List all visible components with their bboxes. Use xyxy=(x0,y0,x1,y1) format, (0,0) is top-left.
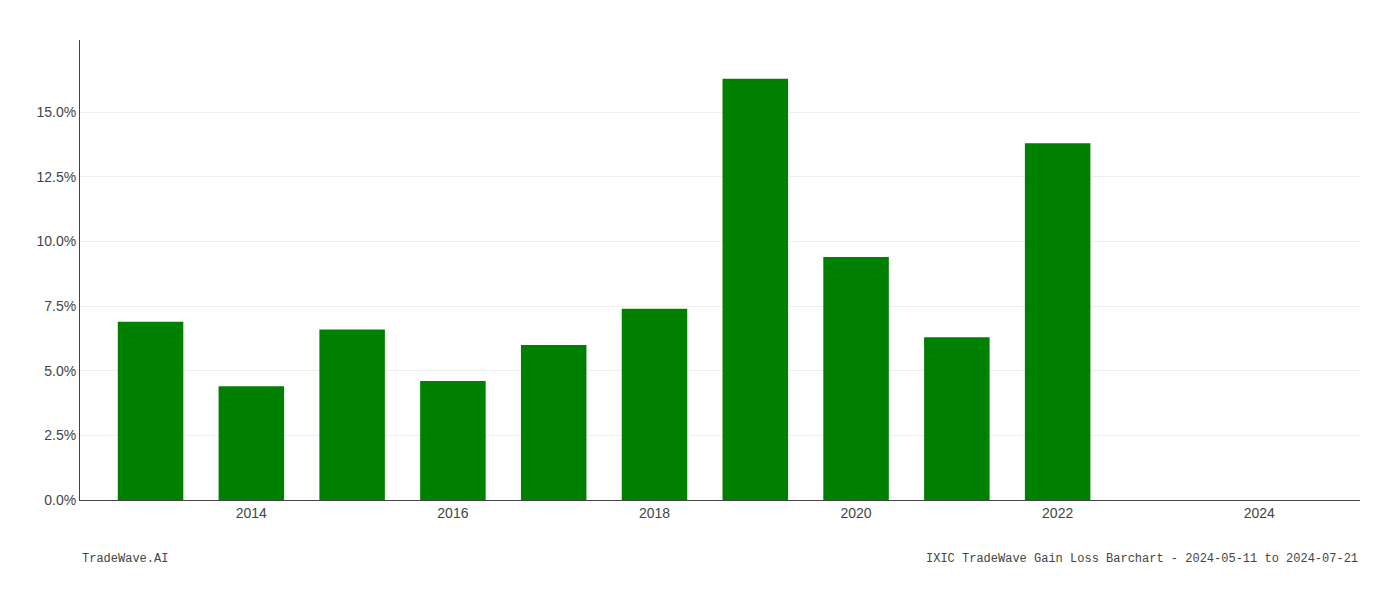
svg-text:IXIC TradeWave Gain Loss Barch: IXIC TradeWave Gain Loss Barchart - 2024… xyxy=(926,552,1358,566)
svg-text:10.0%: 10.0% xyxy=(36,233,76,249)
svg-text:2014: 2014 xyxy=(236,505,267,521)
svg-text:2024: 2024 xyxy=(1244,505,1275,521)
svg-text:7.5%: 7.5% xyxy=(44,298,76,314)
svg-text:15.0%: 15.0% xyxy=(36,104,76,120)
svg-text:2022: 2022 xyxy=(1042,505,1073,521)
svg-text:2.5%: 2.5% xyxy=(44,427,76,443)
svg-text:TradeWave.AI: TradeWave.AI xyxy=(82,552,168,566)
svg-text:0.0%: 0.0% xyxy=(44,492,76,508)
svg-text:2020: 2020 xyxy=(840,505,871,521)
svg-text:12.5%: 12.5% xyxy=(36,169,76,185)
svg-text:5.0%: 5.0% xyxy=(44,363,76,379)
svg-text:2018: 2018 xyxy=(639,505,670,521)
svg-text:2016: 2016 xyxy=(437,505,468,521)
